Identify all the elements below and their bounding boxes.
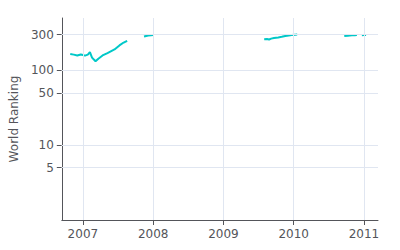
svg-text:2010: 2010 [278, 227, 309, 241]
svg-text:10: 10 [39, 138, 54, 152]
svg-text:100: 100 [31, 63, 54, 77]
svg-text:50: 50 [39, 86, 54, 100]
svg-text:300: 300 [31, 28, 54, 42]
svg-text:2007: 2007 [68, 227, 99, 241]
svg-text:2009: 2009 [208, 227, 239, 241]
svg-text:2008: 2008 [138, 227, 169, 241]
svg-text:2011: 2011 [349, 227, 380, 241]
svg-text:5: 5 [46, 161, 54, 175]
svg-text:World Ranking: World Ranking [7, 76, 21, 163]
